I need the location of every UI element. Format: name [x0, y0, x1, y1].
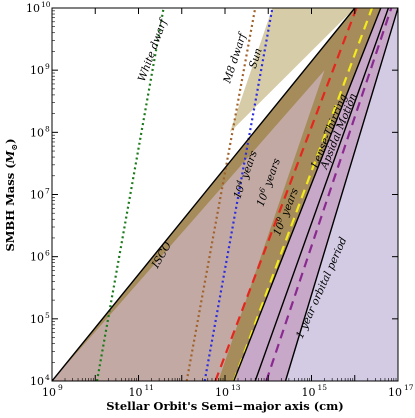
lines-layer: [52, 8, 398, 381]
y-tick-exponent: 4: [45, 373, 50, 382]
y-tick-exponent: 5: [45, 311, 50, 320]
line-1-year-orbital-period: [284, 8, 398, 381]
y-tick-label: 10: [30, 64, 44, 77]
region-sun: [229, 8, 355, 133]
x-tick-label: 10: [302, 386, 316, 399]
y-tick-label: 10: [30, 251, 44, 264]
y-tick-exponent: 6: [45, 249, 50, 258]
x-axis-title: Stellar Orbit's Semi−major axis (cm): [106, 399, 344, 413]
y-tick-exponent: 9: [45, 62, 50, 71]
x-tick-exponent: 11: [145, 383, 155, 392]
y-tick-label: 10: [30, 313, 44, 326]
region-apsidal-motion: [233, 8, 398, 381]
y-tick-exponent: 8: [45, 124, 50, 133]
y-axis-title: SMBH Mass (M⊙): [3, 138, 19, 251]
x-tick-label: 10: [129, 386, 143, 399]
regions-layer: [52, 8, 398, 381]
line-sun: [203, 8, 274, 381]
x-tick-label: 10: [42, 386, 56, 399]
x-tick-exponent: 15: [318, 383, 328, 392]
x-tick-exponent: 17: [404, 383, 414, 392]
line-10-6-years: [232, 8, 374, 381]
x-tick-exponent: 9: [58, 383, 63, 392]
y-tick-exponent: 10: [41, 0, 51, 9]
x-tick-label: 10: [215, 386, 229, 399]
y-tick-label: 10: [26, 2, 40, 15]
x-tick-exponent: 13: [231, 383, 241, 392]
line-white-dwarf: [95, 8, 165, 381]
y-tick-label: 10: [30, 126, 44, 139]
y-tick-label: 10: [30, 375, 44, 388]
region-isco: [52, 70, 325, 381]
line-10-4-years: [214, 8, 358, 381]
y-tick-label: 10: [30, 189, 44, 202]
y-tick-exponent: 7: [45, 187, 50, 196]
line-isco: [52, 8, 356, 381]
line-10-9-years: [265, 8, 393, 381]
x-tick-label: 10: [388, 386, 402, 399]
line-m8-dwarf: [185, 8, 257, 381]
line-apsidal-motion: [254, 8, 390, 381]
line-lense-thirring: [233, 8, 382, 381]
